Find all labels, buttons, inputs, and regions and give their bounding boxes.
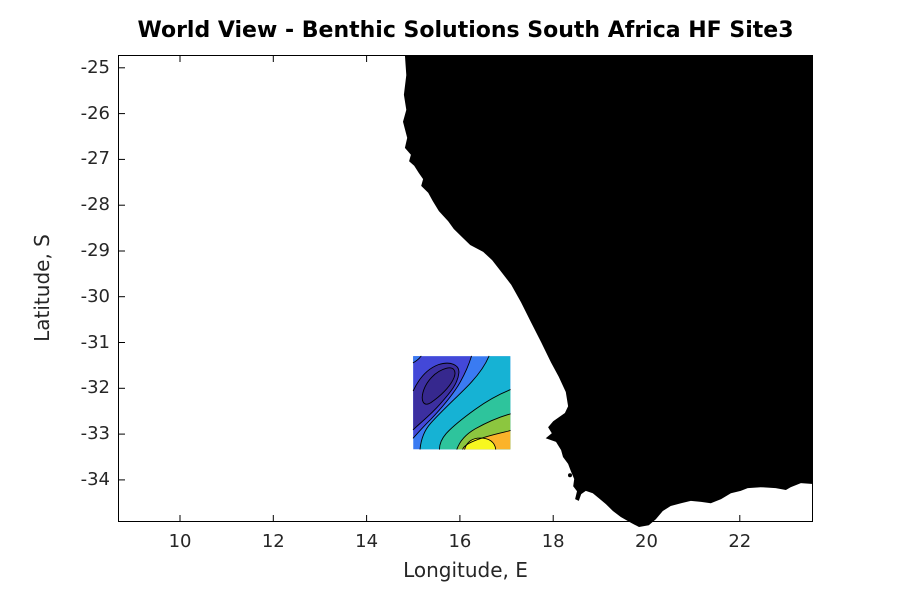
- x-tick-label: 10: [168, 531, 192, 552]
- landmass-africa: [403, 55, 813, 527]
- x-tick-label: 20: [635, 531, 658, 552]
- contour-line-corner: [413, 356, 421, 363]
- contour-band-yellow: [464, 438, 496, 450]
- x-tick-label: 14: [355, 531, 379, 552]
- y-tick-label: -26: [80, 102, 110, 124]
- island-dot: [568, 473, 572, 478]
- y-tick-label: -30: [80, 285, 110, 307]
- y-tick-label: -29: [80, 239, 110, 261]
- contour-line-orange: [463, 431, 511, 450]
- x-tick-label: 12: [261, 531, 285, 552]
- y-tick-label: -34: [80, 468, 110, 490]
- y-axis-label: Latitude, S: [30, 234, 54, 342]
- contour-line-royal: [413, 356, 471, 438]
- axes-box: [118, 55, 813, 522]
- y-tick-label: -32: [80, 377, 110, 399]
- plot-title: World View - Benthic Solutions South Afr…: [137, 18, 794, 43]
- x-tick-label: 18: [541, 531, 565, 552]
- x-tick-label: 16: [448, 531, 472, 552]
- y-tick-label: -28: [80, 194, 110, 216]
- contour-line-core: [422, 368, 455, 404]
- contour-line-cyan: [420, 356, 489, 449]
- x-axis-label: Longitude, E: [403, 558, 528, 582]
- y-tick-label: -25: [80, 56, 110, 78]
- contour-line-yellow: [465, 438, 496, 449]
- y-tick-label: -31: [80, 331, 110, 353]
- contour-patch: [413, 356, 510, 449]
- contour-band-indigo-core: [422, 367, 455, 405]
- contour-line-teal: [439, 390, 510, 449]
- map-canvas: [118, 55, 813, 527]
- y-tick-label: -27: [80, 148, 110, 170]
- contour-line-green: [457, 414, 510, 449]
- contour-line-indigo: [413, 363, 459, 430]
- y-tick-label: -33: [80, 423, 110, 445]
- x-tick-label: 22: [728, 531, 752, 552]
